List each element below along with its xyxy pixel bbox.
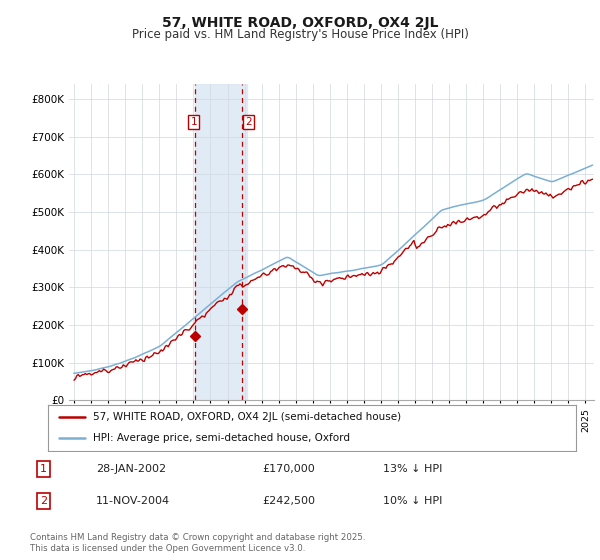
Text: Price paid vs. HM Land Registry's House Price Index (HPI): Price paid vs. HM Land Registry's House …	[131, 28, 469, 41]
Text: 1: 1	[40, 464, 47, 474]
Bar	[194, 84, 247, 400]
Text: 2: 2	[245, 117, 251, 127]
Text: HPI: Average price, semi-detached house, Oxford: HPI: Average price, semi-detached house,…	[93, 433, 350, 444]
Text: 2: 2	[40, 496, 47, 506]
Text: £170,000: £170,000	[262, 464, 314, 474]
Text: Contains HM Land Registry data © Crown copyright and database right 2025.
This d: Contains HM Land Registry data © Crown c…	[30, 533, 365, 553]
Text: 1: 1	[190, 117, 197, 127]
Text: 57, WHITE ROAD, OXFORD, OX4 2JL: 57, WHITE ROAD, OXFORD, OX4 2JL	[162, 16, 438, 30]
Text: 28-JAN-2002: 28-JAN-2002	[96, 464, 166, 474]
Text: 10% ↓ HPI: 10% ↓ HPI	[383, 496, 443, 506]
Text: 13% ↓ HPI: 13% ↓ HPI	[383, 464, 443, 474]
Text: 11-NOV-2004: 11-NOV-2004	[96, 496, 170, 506]
Text: 57, WHITE ROAD, OXFORD, OX4 2JL (semi-detached house): 57, WHITE ROAD, OXFORD, OX4 2JL (semi-de…	[93, 412, 401, 422]
Text: £242,500: £242,500	[262, 496, 315, 506]
